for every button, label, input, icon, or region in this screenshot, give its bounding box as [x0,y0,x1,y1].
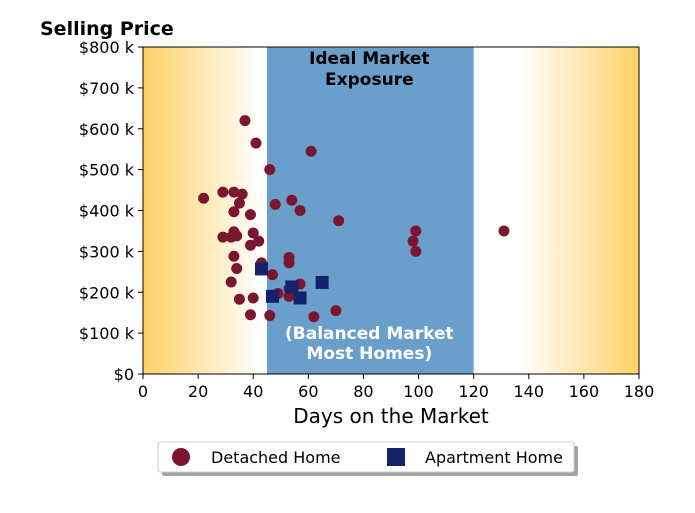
band-label-top-line-2: Exposure [325,70,414,90]
point-detached-12 [228,206,240,218]
y-axis: $0 $100 k $200 k $300 k $400 k $500 k $600 k $7… [79,38,143,384]
band-label-top-line-1: Ideal Market [309,49,430,69]
point-detached-36 [283,290,295,302]
point-detached-38 [247,292,259,304]
point-detached-30 [231,263,243,275]
point-detached-0 [239,115,251,127]
x-axis: 0 20 40 60 80 100 120 140 160 180 [138,374,654,401]
band-label-bottom-line-2: Most Homes) [306,344,432,364]
point-detached-20 [231,230,243,242]
y-tick-label-8: $800 k [79,38,135,57]
point-detached-13 [244,209,256,221]
data-points [198,115,510,323]
point-detached-7 [236,188,248,200]
point-apartment-2 [315,275,329,289]
point-apartment-3 [266,289,280,303]
legend-marker-apartment [387,448,405,466]
point-detached-41 [308,311,320,323]
y-tick-label-4: $400 k [79,202,135,221]
point-detached-6 [228,186,240,198]
y-tick-label-1: $100 k [79,324,135,343]
x-tick-label-7: 140 [514,382,545,401]
point-detached-17 [217,231,229,243]
y-tick-label-2: $200 k [79,283,135,302]
point-detached-14 [333,215,345,227]
x-tick-label-3: 60 [298,382,318,401]
y-tick-label-7: $700 k [79,79,135,98]
point-detached-11 [294,205,306,216]
x-tick-label-1: 20 [188,382,208,401]
point-detached-3 [264,164,276,176]
point-detached-25 [410,245,422,257]
point-detached-22 [244,239,256,251]
x-tick-label-5: 100 [403,382,434,401]
point-detached-23 [253,235,265,247]
y-tick-label-3: $300 k [79,242,135,261]
x-tick-label-8: 160 [569,382,600,401]
x-axis-title: Days on the Market [293,404,489,428]
point-apartment-0 [254,262,268,276]
point-detached-40 [264,310,276,322]
y-tick-label-5: $500 k [79,161,135,180]
point-detached-16 [498,225,510,237]
chart-title: Selling Price [40,18,174,40]
point-apartment-4 [293,291,307,305]
x-tick-label-6: 120 [458,382,489,401]
point-detached-32 [225,276,237,288]
legend-label-detached: Detached Home [211,448,341,467]
band-label-bottom-line-1: (Balanced Market [285,324,454,344]
point-detached-28 [283,257,295,269]
point-detached-39 [244,309,256,321]
point-detached-15 [410,225,422,237]
point-detached-24 [407,235,419,247]
point-detached-2 [305,145,317,157]
y-tick-label-0: $0 [114,365,134,384]
point-detached-42 [330,305,342,317]
x-tick-label-9: 180 [624,382,655,401]
point-detached-10 [286,194,298,206]
point-detached-27 [228,250,240,262]
y-tick-label-6: $600 k [79,120,135,139]
point-detached-1 [250,137,262,149]
x-tick-label-2: 40 [243,382,263,401]
point-detached-31 [267,269,279,281]
legend-label-apartment: Apartment Home [425,448,563,467]
point-detached-5 [217,186,229,198]
point-detached-37 [233,293,245,305]
point-apartment-1 [285,280,299,294]
point-detached-8 [233,197,245,209]
legend-marker-detached [172,448,190,466]
x-tick-label-4: 80 [353,382,373,401]
x-tick-label-0: 0 [138,382,148,401]
point-detached-9 [269,198,281,210]
point-detached-21 [247,227,259,239]
legend: Detached Home Apartment Home [157,441,578,476]
point-detached-4 [198,192,210,204]
